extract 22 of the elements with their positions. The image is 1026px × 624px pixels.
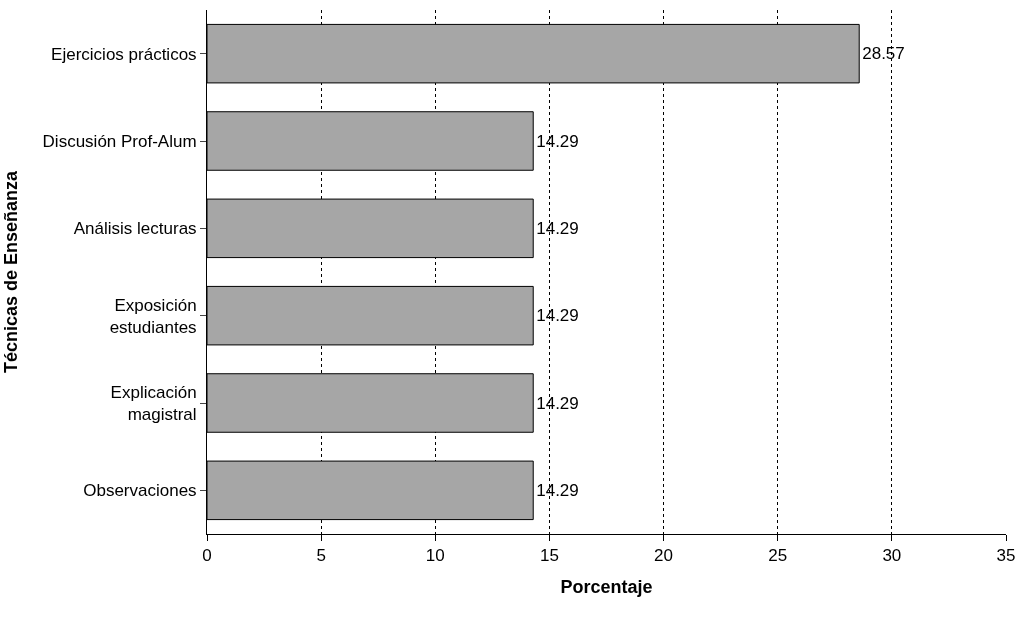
y-tick-label: Explicación magistral [110,382,197,424]
data-label: 14.29 [536,393,579,413]
x-tick-label: 35 [996,546,1016,566]
y-tick-label: Discusión Prof-Alum [42,131,197,151]
y-tick-label: Análisis lecturas [73,219,197,239]
x-tick-label: 25 [768,546,788,566]
data-label: 14.29 [536,480,579,500]
data-label: 14.29 [536,306,579,326]
x-tick-label: 10 [425,546,445,566]
x-tick-label: 0 [202,546,212,566]
data-label: 28.57 [862,44,905,64]
data-label: 14.29 [536,218,579,238]
x-tick-label: 20 [654,546,674,566]
x-axis-title: Porcentaje [560,576,653,597]
y-axis-title: Técnicas de Enseñanza [0,169,21,374]
x-tick-label: 30 [882,546,902,566]
y-tick-label: Exposición estudiantes [109,295,197,337]
x-tick-label: 5 [316,546,326,566]
y-tick-label: Ejercicios prácticos [51,44,197,64]
y-tick-label: Observaciones [83,481,197,501]
data-label: 14.29 [536,131,579,151]
x-tick-label: 15 [539,546,559,566]
